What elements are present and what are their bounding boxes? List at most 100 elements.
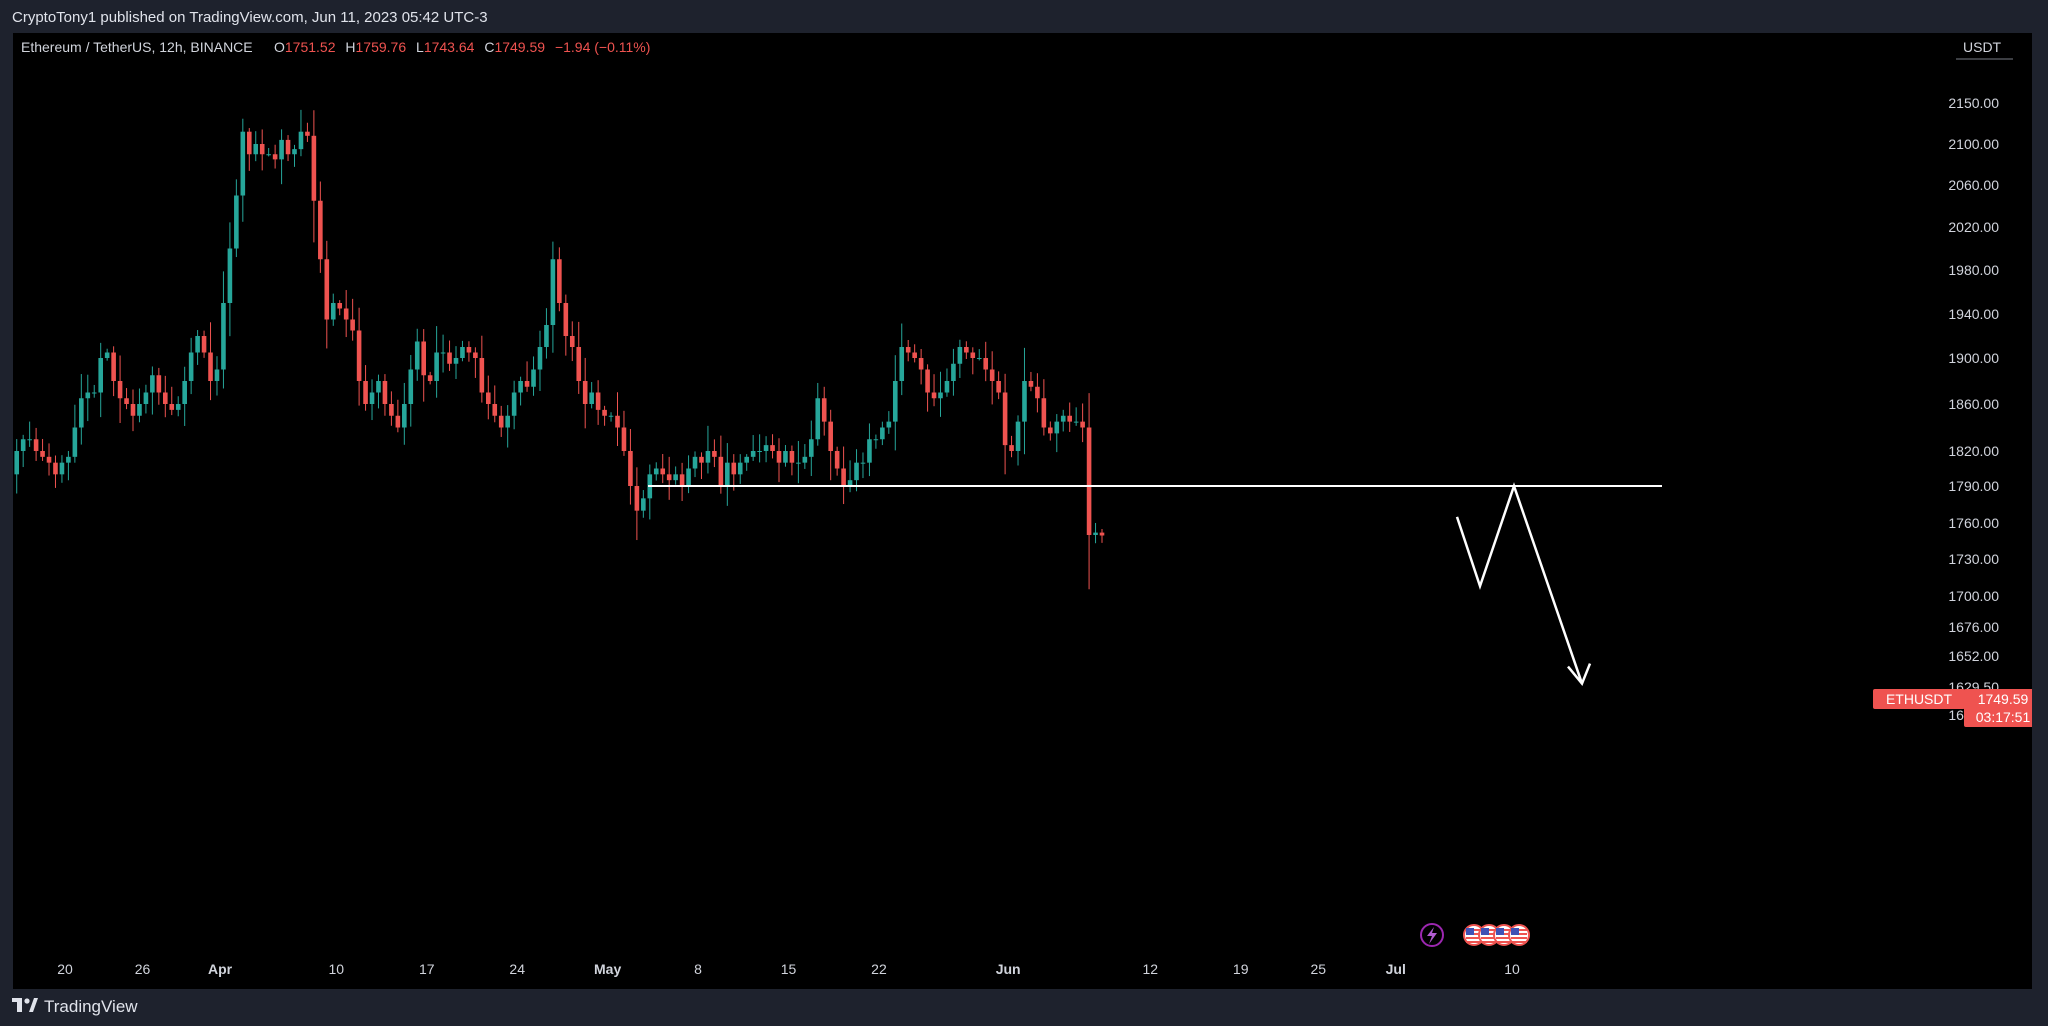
candle-body (563, 303, 569, 336)
tradingview-brand[interactable]: TradingView (12, 997, 138, 1017)
candle (427, 371, 433, 385)
candle (169, 386, 175, 416)
candle-body (408, 369, 414, 404)
candle (498, 405, 504, 437)
candle-body (402, 404, 407, 428)
candle-body (169, 404, 175, 410)
candle-body (737, 462, 743, 475)
candle-body (951, 363, 956, 381)
chart-frame[interactable]: 20 26 Apr 10 17 24 May 8 15 22 Jun 12 19 25 Jul 10 2150… (1, 33, 2042, 989)
candle (834, 446, 840, 476)
candle-body (460, 347, 465, 358)
candle-body (27, 439, 32, 441)
candle (899, 323, 905, 396)
candle (828, 409, 833, 481)
candle-body (1080, 421, 1085, 428)
candle (208, 322, 213, 401)
candle-body (163, 392, 168, 404)
candle-body (899, 347, 905, 381)
candle (970, 347, 976, 375)
candle (156, 367, 162, 405)
candle (634, 467, 640, 541)
flag-canton (1466, 928, 1474, 935)
candle (137, 388, 142, 423)
candle-body (983, 358, 989, 370)
candle-body (66, 456, 71, 463)
candle (615, 392, 620, 447)
chart-svg[interactable]: 20 26 Apr 10 17 24 May 8 15 22 Jun 12 19 25 Jul 10 2150… (1, 33, 2042, 989)
candle (1080, 403, 1085, 443)
candle-body (750, 451, 756, 457)
candle-body (505, 415, 510, 428)
candle (511, 380, 517, 430)
candle (589, 382, 594, 409)
candle (395, 399, 401, 433)
candle-body (498, 415, 504, 428)
y-tick-label: 1760.00 (1948, 515, 1999, 531)
candle-body (1099, 532, 1105, 536)
candle-body (1048, 427, 1053, 434)
candle (40, 438, 45, 461)
candle (976, 349, 982, 361)
candle-body (259, 144, 265, 155)
x-tick-label: Jul (1386, 961, 1406, 977)
candle-body (880, 427, 885, 440)
candle-body (1022, 381, 1027, 422)
economic-events[interactable] (1463, 924, 1530, 946)
candle (938, 371, 943, 417)
candle-body (72, 427, 78, 457)
candle (337, 300, 343, 316)
candle-body (731, 462, 737, 475)
x-tick-label: 8 (694, 961, 702, 977)
candle-body (389, 404, 394, 416)
candle (1099, 528, 1105, 543)
x-tick-label: 22 (871, 961, 887, 977)
candle (492, 385, 498, 423)
candle (214, 356, 220, 396)
flag-stripe (1481, 937, 1497, 939)
candle-body (124, 398, 129, 404)
footer-bar: TradingView (0, 989, 2048, 1026)
candle (905, 339, 911, 362)
candle (809, 420, 814, 476)
candle (653, 462, 659, 481)
candle (996, 371, 1001, 400)
candle-body (369, 392, 375, 404)
candle (544, 308, 549, 359)
candle (647, 464, 653, 520)
candle (563, 294, 569, 356)
candle (33, 427, 39, 461)
candle-body (137, 404, 142, 416)
candle (679, 462, 685, 501)
candle (227, 222, 233, 337)
candle-body (285, 139, 291, 155)
legend-c-label: C (484, 39, 494, 55)
candle-body (382, 381, 388, 404)
candle-body (789, 451, 795, 463)
candle (330, 293, 336, 326)
candle (1093, 522, 1098, 544)
candle-body (59, 462, 65, 475)
legend-c-value: 1749.59 (494, 39, 545, 55)
candle (389, 391, 394, 426)
candle (537, 330, 543, 392)
candle-body (343, 308, 349, 320)
candle-body (582, 381, 588, 404)
candle-body (925, 369, 930, 393)
candle-body (699, 456, 704, 463)
candle (117, 355, 123, 424)
candle-body (111, 352, 116, 381)
legend-h-label: H (345, 39, 355, 55)
candle-body (201, 336, 207, 353)
flag-stripe (1481, 941, 1497, 943)
candle-body (615, 415, 620, 428)
candle (951, 348, 956, 396)
x-tick-label: 20 (57, 961, 73, 977)
candle-body (143, 392, 149, 404)
candle-body (964, 347, 969, 353)
candle (628, 428, 633, 505)
candle (918, 348, 924, 385)
y-tick-label: 1940.00 (1948, 306, 1999, 322)
legend-o-value: 1751.52 (285, 39, 336, 55)
lightning-icon[interactable] (1420, 923, 1444, 947)
